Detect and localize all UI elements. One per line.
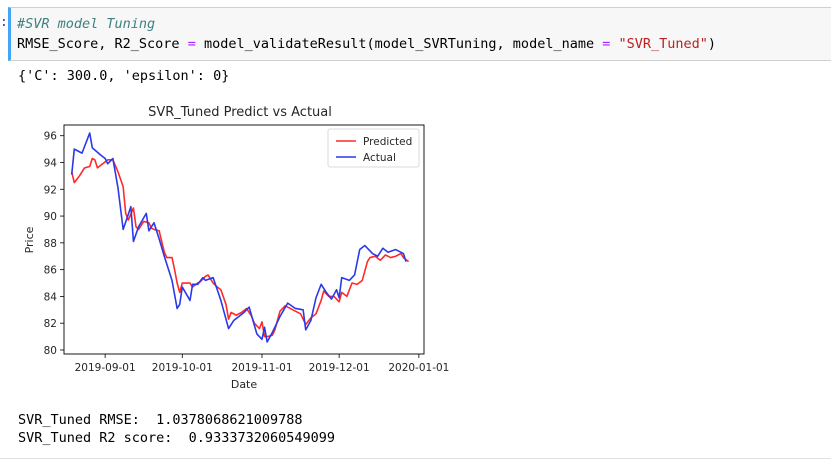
x-axis: 2019-09-01 2019-10-01 2019-11-01 2019-12-01…	[75, 354, 449, 374]
code-lhs: RMSE_Score, R2_Score	[17, 36, 188, 52]
y-tick-label: 94	[44, 157, 58, 169]
x-tick-label: 2019-10-01	[152, 362, 213, 374]
code-string: "SVR_Tuned"	[618, 36, 708, 52]
svr-chart: SVR_Tuned Predict vs Actual 80 82 84 86 88 90…	[23, 105, 449, 391]
output-params: {'C': 300.0, 'epsilon': 0}	[18, 68, 230, 84]
code-line-2: RMSE_Score, R2_Score = model_validateRes…	[17, 36, 716, 52]
output-r2: SVR_Tuned R2 score: 0.9333732060549099	[18, 430, 335, 446]
series-line-actual	[70, 132, 407, 343]
y-tick-label: 82	[44, 318, 57, 330]
y-tick-label: 84	[44, 291, 58, 303]
y-tick-label: 80	[44, 345, 57, 357]
chart-legend: Predicted Actual	[327, 128, 420, 168]
code-cell[interactable]: #SVR model Tuning RMSE_Score, R2_Score =…	[8, 7, 831, 61]
chart-title: SVR_Tuned Predict vs Actual	[148, 105, 332, 120]
cell-divider	[0, 458, 831, 459]
code-assign-op: =	[187, 36, 196, 52]
x-axis-label: Date	[231, 378, 258, 391]
y-tick-label: 86	[44, 265, 58, 277]
code-comment: #SVR model Tuning	[17, 16, 156, 32]
y-axis-label: Price	[23, 226, 36, 253]
x-tick-label: 2020-01-01	[388, 362, 449, 374]
x-tick-label: 2019-12-01	[309, 362, 370, 374]
y-axis: 80 82 84 86 88 90 92 94 96	[44, 131, 64, 357]
plot-frame	[63, 124, 425, 355]
y-tick-label: 88	[44, 238, 57, 250]
code-call: model_validateResult(model_SVRTuning, mo…	[195, 36, 603, 52]
y-tick-label: 96	[44, 131, 58, 143]
cell-prompt: :	[0, 15, 8, 30]
x-tick-label: 2019-09-01	[75, 362, 136, 374]
series-layer	[70, 132, 410, 343]
output-rmse: SVR_Tuned RMSE: 1.0378068621009788	[18, 412, 303, 428]
series-line-predicted	[70, 157, 410, 338]
code-close: )	[707, 36, 717, 52]
legend-label: Predicted	[363, 136, 412, 148]
y-tick-label: 92	[44, 184, 57, 196]
legend-label: Actual	[363, 152, 396, 164]
code-space	[610, 36, 618, 52]
y-tick-label: 90	[44, 211, 57, 223]
code-kwarg-op: =	[602, 36, 611, 52]
x-tick-label: 2019-11-01	[231, 362, 292, 374]
